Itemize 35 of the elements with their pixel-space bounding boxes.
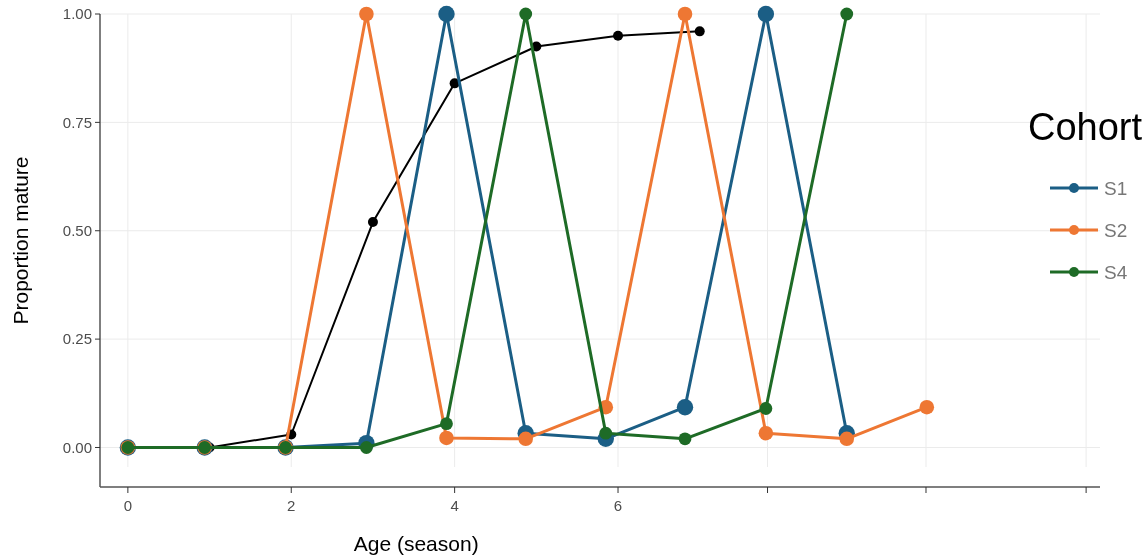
- point: [359, 6, 374, 22]
- point: [676, 398, 694, 416]
- point: [440, 417, 453, 431]
- point: [599, 426, 613, 440]
- point: [438, 5, 455, 23]
- x-tick-label: 0: [123, 497, 133, 514]
- point: [519, 7, 533, 21]
- y-axis-title: Proportion mature: [9, 156, 32, 325]
- x-tick-label: 6: [613, 497, 623, 514]
- y-tick-label: 0.00: [62, 438, 92, 456]
- point: [839, 431, 855, 447]
- point: [757, 5, 775, 23]
- legend-label: S4: [1104, 261, 1128, 283]
- legend-label: S1: [1104, 177, 1128, 199]
- y-tick-label: 0.25: [62, 330, 92, 348]
- legend-title: Cohort: [1027, 106, 1143, 148]
- x-tick-label: 2: [287, 497, 296, 514]
- x-tick-label: 4: [450, 497, 459, 514]
- y-tick-label: 0.50: [62, 222, 92, 239]
- point: [678, 432, 692, 446]
- y-tick-label: 0.75: [62, 113, 92, 131]
- point: [360, 441, 373, 454]
- legend-label: S2: [1104, 219, 1128, 241]
- point: [759, 402, 773, 415]
- point: [758, 425, 774, 441]
- point: [919, 399, 935, 415]
- point: [367, 217, 378, 228]
- point: [677, 6, 693, 22]
- point: [613, 30, 624, 41]
- point: [840, 7, 854, 21]
- y-tick-label: 1.00: [62, 5, 92, 23]
- point: [439, 430, 454, 446]
- point: [694, 26, 705, 37]
- point: [518, 431, 534, 447]
- x-axis-title: Age (season): [353, 532, 479, 555]
